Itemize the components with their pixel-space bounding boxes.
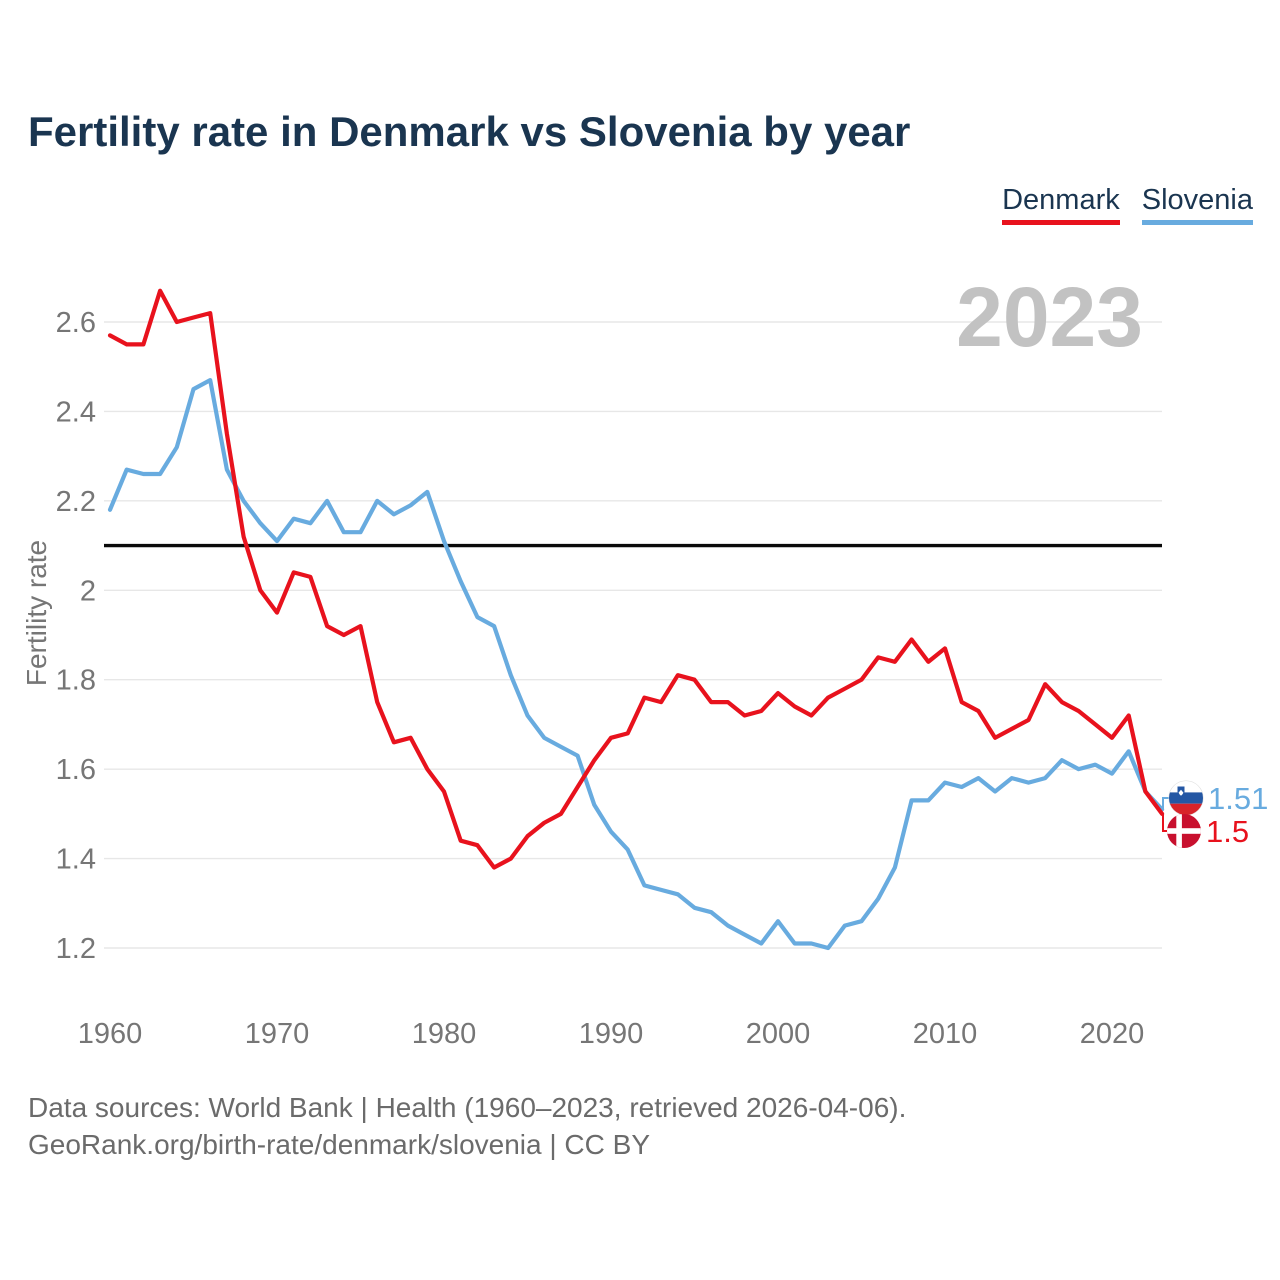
slovenia-end-value: 1.51 [1208,781,1268,816]
y-tick-label: 2.2 [56,486,96,518]
x-tick-label: 1970 [245,1018,310,1050]
page-title: Fertility rate in Denmark vs Slovenia by… [28,108,911,155]
y-axis-title: Fertility rate [21,540,52,686]
slovenia-flag-icon [1168,780,1204,816]
legend: Denmark Slovenia [1002,184,1253,225]
footer-attribution: GeoRank.org/birth-rate/denmark/slovenia … [28,1129,650,1160]
end-label-denmark: 1.5 [1162,814,1249,849]
x-tick-label: 1980 [412,1018,477,1050]
series-layer [107,288,1165,951]
denmark-connector-line [1162,815,1167,832]
legend-item-denmark[interactable]: Denmark [1002,184,1120,225]
y-tick-label: 1.8 [56,665,96,697]
denmark-flag-icon [1167,814,1201,848]
footer: Data sources: World Bank | Health (1960–… [28,1089,906,1163]
y-tick-label: 1.4 [56,844,96,876]
y-tick-label: 1.6 [56,754,96,786]
legend-item-slovenia[interactable]: Slovenia [1141,184,1253,225]
denmark-end-value: 1.5 [1206,814,1249,849]
end-label-slovenia: 1.51 [1162,780,1268,816]
y-tick-label: 2 [80,575,96,607]
x-tick-label: 2010 [913,1018,978,1050]
footer-data-sources: Data sources: World Bank | Health (1960–… [28,1092,907,1123]
watermark-year: 2023 [956,270,1143,364]
x-tick-label: 1990 [579,1018,644,1050]
y-tick-label: 2.4 [56,396,96,428]
x-tick-label: 2000 [746,1018,811,1050]
grid-layer: 1.2 1.4 1.6 1.8 2 2.2 2.4 2.6 1960 1970 1980 1990 20… [21,307,1162,1050]
x-tick-label: 1960 [78,1018,143,1050]
slovenia-connector-line [1162,797,1169,810]
y-tick-label: 2.6 [56,307,96,339]
y-tick-label: 1.2 [56,933,96,965]
denmark-line[interactable] [107,288,1165,870]
slovenia-line[interactable] [107,378,1165,951]
x-tick-label: 2020 [1080,1018,1145,1050]
